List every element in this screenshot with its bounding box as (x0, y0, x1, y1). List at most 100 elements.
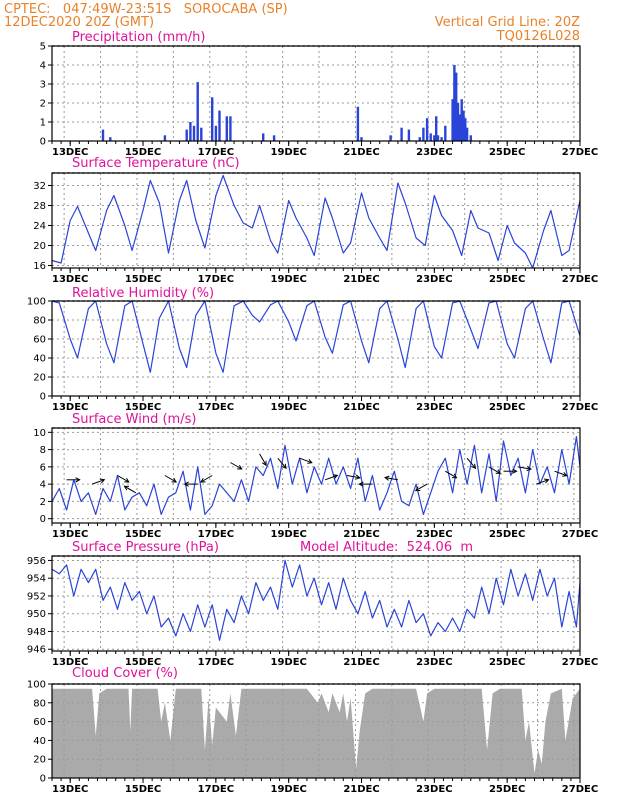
y-tick-label: 4 (40, 61, 46, 72)
precip-bar (465, 127, 469, 141)
precip-bar (389, 135, 392, 141)
grid-line-label: Vertical Grid Line: 20Z (435, 15, 580, 30)
temp-line (51, 174, 581, 269)
wind-arrow-head (544, 478, 550, 484)
wind-arrow (358, 481, 373, 487)
wind-arrow-head (261, 460, 267, 467)
precip-bar (185, 129, 188, 141)
precip-bar (451, 99, 454, 141)
y-tick-label: 80 (33, 698, 46, 709)
wind-arrow-shaft (346, 475, 360, 479)
y-tick-label: 80 (33, 316, 46, 327)
precip-bar (356, 106, 360, 141)
wind-arrow-shaft (164, 475, 177, 483)
wind-arrow-head (281, 463, 287, 470)
wind-arrow-shaft (259, 453, 267, 466)
temp-panel: 16 20 24 28 32 13DEC 15DEC 17DEC 19DEC 21DEC 23DEC… (33, 172, 598, 285)
y-tick-label: 954 (27, 574, 46, 585)
wind-arrow (117, 475, 130, 483)
wind-arrow-shaft (324, 474, 338, 481)
y-tick-label: 0 (40, 514, 46, 525)
x-tick-label: 13DEC (52, 529, 88, 540)
x-tick-label: 13DEC (52, 657, 88, 668)
wind-arrow (259, 453, 267, 467)
x-tick-label: 25DEC (489, 274, 525, 285)
precip-bar (436, 135, 440, 141)
y-tick-label: 20 (33, 241, 46, 252)
x-tick-label: 21DEC (343, 784, 379, 795)
wind-arrow-head (495, 469, 502, 474)
wind-arrow (277, 457, 287, 470)
wind-arrow-head (471, 463, 477, 470)
wind-arrow-shaft (445, 470, 457, 479)
x-tick-label: 25DEC (489, 784, 525, 795)
precip-bar (196, 82, 199, 141)
x-tick-label: 23DEC (416, 147, 452, 158)
cloud-panel: 0 20 40 60 80 100 13DEC 15DEC 17DEC 19DEC 21DEC 23D… (27, 680, 598, 796)
wind-arrow (164, 475, 177, 483)
y-tick-label: 946 (27, 645, 46, 656)
wind-arrow-head (200, 477, 206, 483)
wind-arrow (346, 474, 361, 480)
x-tick-label: 23DEC (416, 784, 452, 795)
y-tick-label: 10 (33, 428, 46, 439)
precip-bar (163, 135, 167, 141)
wind-arrow-shaft (518, 466, 531, 470)
x-tick-label: 27DEC (562, 147, 598, 158)
x-tick-label: 23DEC (416, 402, 452, 413)
wind-arrow-head (451, 473, 458, 479)
x-tick-label: 17DEC (198, 529, 234, 540)
wind-panel: 0 2 4 6 8 10 13DEC 15DEC 17DEC 19DEC 21DEC 23DEC 25D… (33, 427, 598, 540)
wind-arrow (445, 470, 458, 479)
x-tick-label: 19DEC (270, 147, 306, 158)
precip-bar (101, 129, 105, 141)
x-tick-label: 23DEC (416, 274, 452, 285)
y-tick-label: 20 (33, 755, 46, 766)
x-tick-label: 17DEC (198, 147, 234, 158)
x-tick-label: 19DEC (270, 784, 306, 795)
wind-arrow-head (307, 458, 313, 464)
x-tick-label: 19DEC (270, 402, 306, 413)
precip-bar (422, 127, 425, 141)
wind-arrow (123, 485, 137, 494)
rh-title: Relative Humidity (%) (72, 286, 214, 301)
x-tick-label: 15DEC (125, 274, 161, 285)
wind-arrow (518, 465, 532, 472)
wind-arrow-shaft (466, 457, 476, 469)
precip-bar (458, 114, 461, 141)
y-tick-label: 60 (33, 335, 46, 346)
precip-bar (272, 135, 276, 141)
precip-bar (462, 110, 465, 141)
wind-arrow-shaft (488, 466, 501, 474)
x-tick-label: 17DEC (198, 402, 234, 413)
precip-bar (407, 129, 411, 141)
wind-arrow-head (332, 474, 339, 480)
precip-panel: 0 1 2 3 4 5 13DEC 15DEC 17DEC 19DEC 21DEC 23DEC 25DE… (40, 42, 599, 159)
x-tick-label: 17DEC (198, 784, 234, 795)
wind-arrow-head (171, 477, 177, 483)
x-tick-label: 25DEC (489, 529, 525, 540)
wind-arrow (536, 478, 550, 485)
precip-bar (453, 65, 456, 141)
x-tick-label: 15DEC (125, 529, 161, 540)
x-tick-label: 19DEC (270, 274, 306, 285)
y-tick-label: 952 (27, 591, 46, 602)
x-tick-label: 27DEC (562, 402, 598, 413)
x-tick-label: 15DEC (125, 147, 161, 158)
wind-arrow-head (512, 468, 518, 474)
y-tick-label: 0 (40, 774, 46, 785)
y-tick-label: 16 (33, 261, 46, 272)
wind-arrow (488, 466, 502, 474)
y-tick-label: 4 (40, 480, 46, 491)
x-tick-label: 13DEC (52, 402, 88, 413)
x-tick-label: 13DEC (52, 784, 88, 795)
cloud-area (52, 688, 580, 778)
precip-bar (418, 137, 421, 141)
precip-bar (262, 133, 265, 141)
pressure-panel: 946 948 950 952 954 956 13DEC 15DEC 17DEC 19DEC 21… (27, 555, 598, 668)
y-tick-label: 20 (33, 373, 46, 384)
wind-arrow-head (123, 485, 130, 491)
wind-arrow-head (99, 478, 106, 484)
y-tick-label: 40 (33, 354, 46, 365)
wind-arrow-shaft (415, 483, 428, 492)
